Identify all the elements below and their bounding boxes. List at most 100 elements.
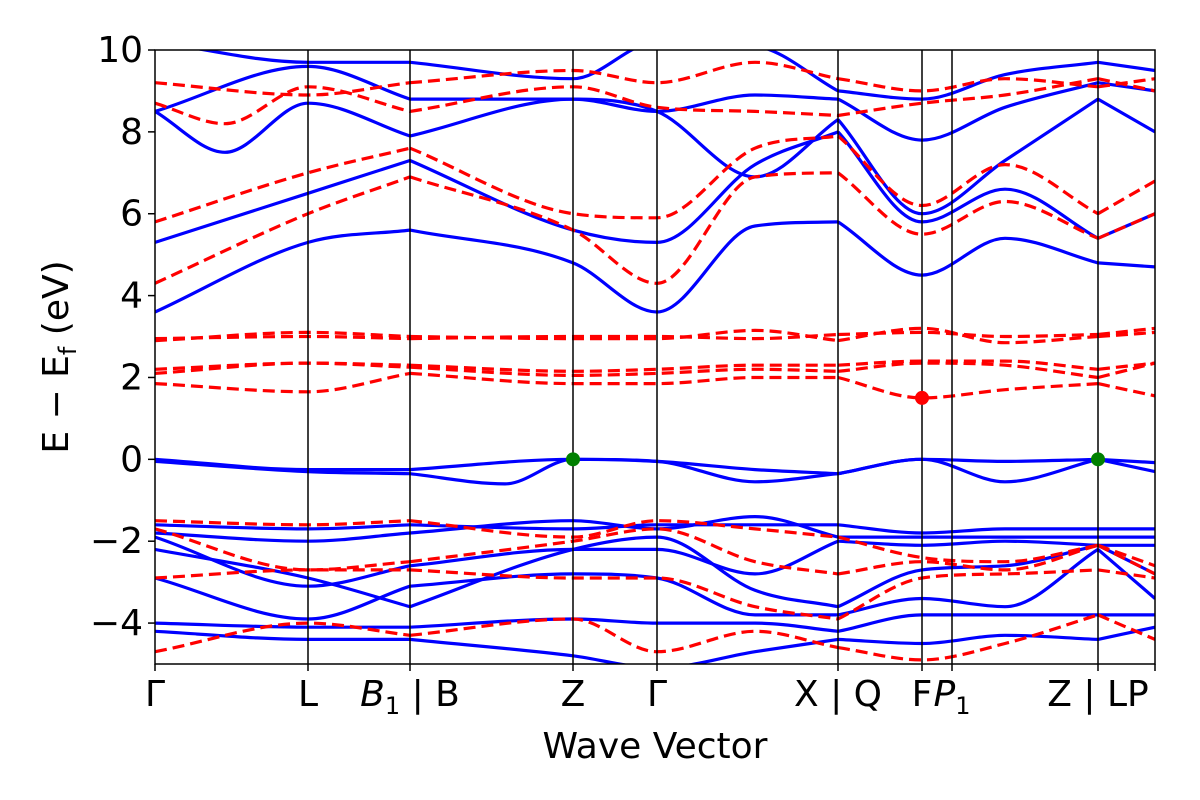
- band-line: [155, 527, 411, 572]
- band-line: [837, 613, 1098, 633]
- band-line: [837, 523, 1098, 535]
- spin-up-band: [155, 548, 1155, 621]
- y-tick-label: 4: [120, 276, 143, 317]
- band-line: [837, 568, 1099, 621]
- band-line: [836, 97, 1099, 216]
- band-line: [837, 81, 1099, 142]
- band-line: [155, 146, 411, 224]
- band-line: [1097, 212, 1155, 240]
- band-line: [409, 539, 839, 576]
- band-line: [1097, 179, 1155, 216]
- band-line: [1097, 261, 1155, 269]
- band-line: [409, 60, 839, 85]
- band-line: [1097, 382, 1155, 398]
- band-line: [409, 535, 839, 609]
- band-line: [155, 547, 411, 609]
- vbm-marker: [1091, 452, 1105, 467]
- band-line: [837, 457, 1099, 484]
- x-tick-label-sub: 1: [385, 692, 400, 720]
- x-tick-label-main: B: [360, 674, 385, 715]
- y-axis-label-main: E − E: [36, 355, 77, 454]
- markers-layer: [566, 390, 1105, 467]
- y-tick-label: 10: [97, 30, 143, 71]
- band-line: [1097, 330, 1155, 339]
- band-line: [1097, 60, 1155, 73]
- band-line: [409, 457, 839, 486]
- band-line: [837, 543, 1099, 576]
- band-line: [1097, 361, 1155, 380]
- band-line: [837, 539, 1099, 547]
- band-line: [409, 527, 839, 576]
- y-axis-ticks: −4 −2 0 2 4 6 8 10: [90, 30, 155, 644]
- band-line: [1097, 361, 1155, 371]
- x-tick-label-sub: 1: [955, 692, 970, 720]
- band-line: [837, 359, 1099, 371]
- band-line: [155, 535, 411, 588]
- y-axis-label-sub: f: [54, 346, 82, 355]
- band-line: [1097, 613, 1155, 641]
- band-line: [1097, 568, 1155, 580]
- y-tick-label: −4: [90, 603, 143, 644]
- y-tick-label: 0: [120, 439, 143, 480]
- x-tick-label: Γ: [647, 674, 667, 715]
- x-tick-label-after: | B: [400, 674, 460, 715]
- x-tick-label: Z | LP: [1047, 674, 1148, 715]
- band-line: [155, 519, 411, 527]
- x-axis-label: Wave Vector: [543, 726, 768, 767]
- band-line: [155, 629, 410, 642]
- spin-down-band: [155, 134, 1155, 224]
- cbm-marker: [915, 390, 929, 405]
- band-line: [837, 613, 1099, 662]
- x-tick-label: X | Q: [794, 674, 882, 715]
- band-line: [155, 371, 411, 394]
- x-tick-label-main: F: [912, 674, 933, 715]
- band-line: [409, 130, 839, 245]
- x-tick-label-main: Γ: [647, 674, 667, 715]
- vbm-marker: [566, 452, 580, 467]
- x-tick-label: B1 | B: [360, 674, 460, 720]
- band-line: [837, 77, 1099, 118]
- band-line: [155, 85, 411, 126]
- band-line: [196, 50, 410, 64]
- x-tick-label: L: [298, 674, 318, 715]
- band-line: [409, 332, 839, 341]
- x-tick-label-main: P: [934, 674, 956, 715]
- spin-up-band: [155, 220, 1155, 314]
- band-line: [155, 158, 411, 244]
- band-line: [155, 228, 411, 314]
- band-line: [1097, 326, 1155, 337]
- band-line: [155, 334, 411, 341]
- y-tick-label: 6: [120, 194, 143, 235]
- band-line: [155, 101, 411, 154]
- y-tick-label: −2: [90, 521, 143, 562]
- y-axis-label: E − Ef (eV): [36, 260, 82, 453]
- y-tick-label: 8: [120, 112, 143, 153]
- x-tick-label: F: [912, 674, 933, 715]
- x-tick-label-main: X | Q: [794, 674, 882, 715]
- band-line: [1097, 543, 1155, 576]
- x-tick-label: P1: [934, 674, 971, 720]
- band-line: [836, 130, 1099, 240]
- spin-up-band: [155, 130, 1155, 245]
- band-line: [409, 363, 838, 373]
- x-tick-label-main: L: [298, 674, 318, 715]
- spin-down-band: [155, 527, 1155, 576]
- y-tick-label: 2: [120, 357, 143, 398]
- band-line: [409, 523, 838, 531]
- band-line: [837, 361, 1099, 380]
- band-line: [409, 134, 839, 220]
- band-line: [409, 568, 839, 621]
- band-line: [837, 633, 1099, 646]
- band-line: [1097, 81, 1155, 93]
- x-tick-label: Γ: [145, 674, 165, 715]
- band-line: [837, 548, 1099, 617]
- bands-layer: [155, 50, 1155, 664]
- band-line: [1097, 625, 1155, 641]
- band-line: [1097, 97, 1155, 134]
- plot-frame: [154, 49, 1156, 665]
- x-tick-label-main: Z | LP: [1047, 674, 1148, 715]
- band-line: [409, 85, 839, 118]
- spin-down-band: [155, 371, 1155, 400]
